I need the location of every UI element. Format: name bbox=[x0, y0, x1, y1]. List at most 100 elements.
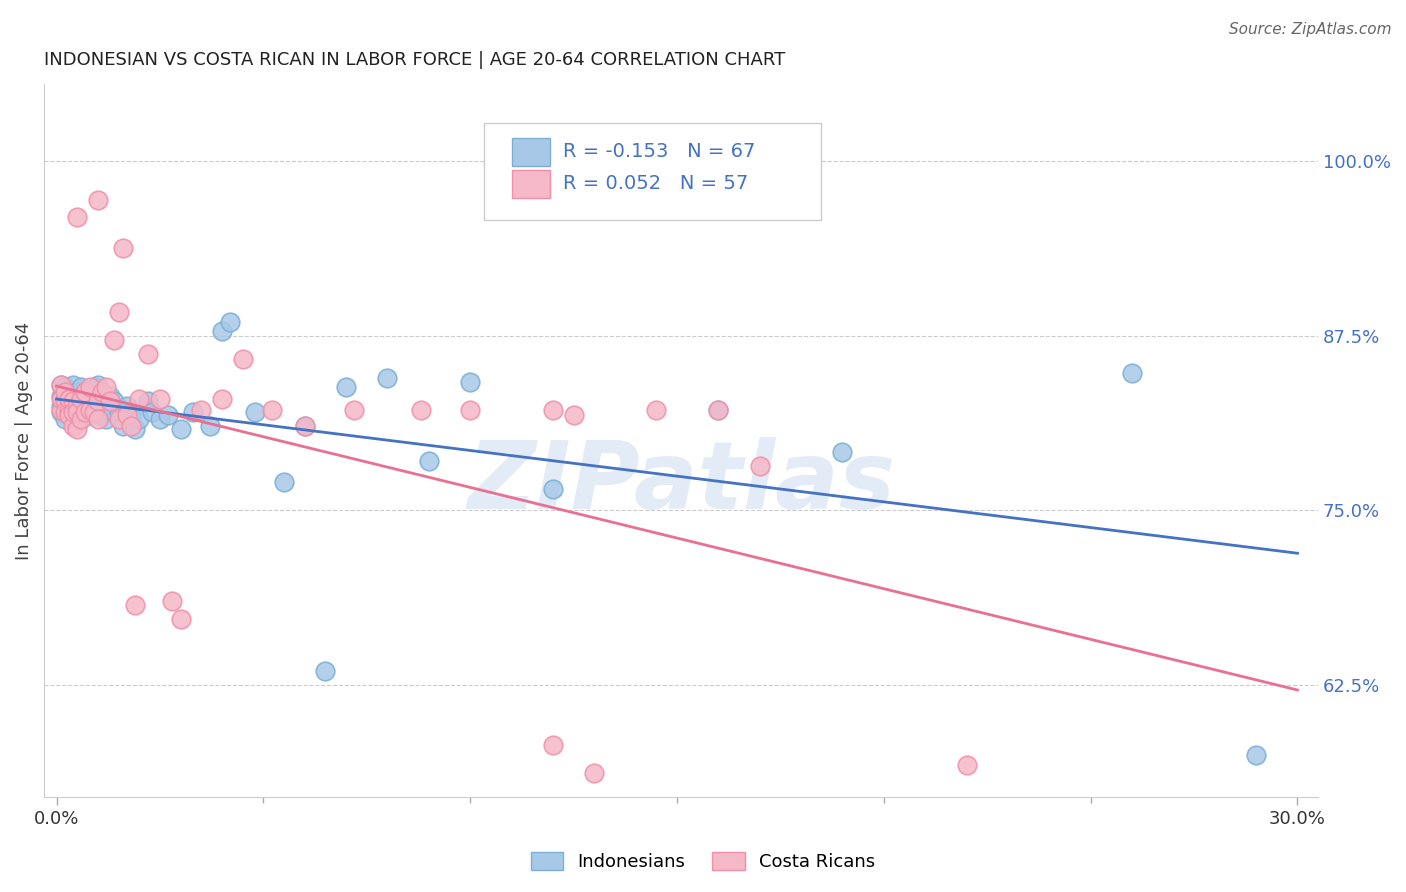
Point bbox=[70, 380, 93, 394]
Point bbox=[562, 409, 585, 423]
Point bbox=[98, 394, 121, 409]
Point bbox=[107, 405, 129, 419]
Point bbox=[58, 392, 80, 406]
Point bbox=[62, 412, 84, 426]
Point bbox=[91, 409, 114, 423]
Point bbox=[260, 402, 283, 417]
Point bbox=[66, 399, 89, 413]
Point bbox=[343, 402, 366, 417]
Point bbox=[190, 402, 212, 417]
Point bbox=[409, 402, 432, 417]
Point bbox=[128, 412, 150, 426]
Point bbox=[66, 394, 89, 409]
Point bbox=[377, 370, 399, 384]
Text: INDONESIAN VS COSTA RICAN IN LABOR FORCE | AGE 20-64 CORRELATION CHART: INDONESIAN VS COSTA RICAN IN LABOR FORCE… bbox=[44, 51, 786, 69]
FancyBboxPatch shape bbox=[512, 169, 550, 198]
Point bbox=[70, 399, 93, 413]
Point bbox=[75, 405, 97, 419]
Point bbox=[49, 377, 72, 392]
Point bbox=[955, 757, 977, 772]
Text: ZIPatlas: ZIPatlas bbox=[467, 437, 896, 529]
Point bbox=[831, 444, 853, 458]
Point bbox=[211, 392, 233, 406]
Point bbox=[136, 347, 159, 361]
Point bbox=[87, 394, 110, 409]
Point bbox=[58, 409, 80, 423]
Point bbox=[157, 409, 180, 423]
Point bbox=[115, 399, 138, 413]
Point bbox=[583, 766, 606, 780]
Point bbox=[418, 454, 440, 468]
Point bbox=[83, 402, 105, 417]
Point bbox=[66, 210, 89, 224]
Point bbox=[70, 412, 93, 426]
Point bbox=[53, 405, 76, 419]
Point bbox=[162, 594, 184, 608]
Point bbox=[75, 405, 97, 419]
Point bbox=[53, 384, 76, 399]
Point bbox=[541, 483, 564, 497]
Point bbox=[120, 409, 142, 423]
Point bbox=[91, 384, 114, 399]
Point bbox=[645, 402, 668, 417]
Point bbox=[294, 419, 316, 434]
Text: R = 0.052   N = 57: R = 0.052 N = 57 bbox=[562, 175, 748, 194]
Point bbox=[1121, 367, 1143, 381]
FancyBboxPatch shape bbox=[512, 137, 550, 166]
Point bbox=[66, 405, 89, 419]
Point bbox=[62, 419, 84, 434]
Point bbox=[111, 419, 134, 434]
Point bbox=[198, 419, 221, 434]
Point bbox=[707, 402, 730, 417]
Point bbox=[1244, 747, 1267, 762]
Point bbox=[66, 405, 89, 419]
Point bbox=[149, 412, 172, 426]
Point bbox=[70, 412, 93, 426]
Point bbox=[66, 422, 89, 436]
Point bbox=[49, 405, 72, 419]
Point bbox=[49, 392, 72, 406]
Point bbox=[149, 392, 172, 406]
Point bbox=[541, 402, 564, 417]
Point bbox=[53, 394, 76, 409]
Point bbox=[75, 384, 97, 399]
Point bbox=[243, 405, 266, 419]
Point bbox=[79, 380, 101, 394]
Point bbox=[75, 384, 97, 399]
Point bbox=[219, 315, 242, 329]
Point bbox=[53, 412, 76, 426]
Point bbox=[70, 392, 93, 406]
Text: R = -0.153   N = 67: R = -0.153 N = 67 bbox=[562, 143, 755, 161]
Point bbox=[87, 377, 110, 392]
Point bbox=[87, 193, 110, 207]
Point bbox=[62, 394, 84, 409]
Point bbox=[58, 402, 80, 417]
Point bbox=[96, 412, 118, 426]
Point bbox=[273, 475, 295, 490]
Point bbox=[83, 380, 105, 394]
Point bbox=[98, 402, 121, 417]
Point bbox=[115, 409, 138, 423]
Point bbox=[79, 402, 101, 417]
Point bbox=[62, 389, 84, 403]
Point bbox=[294, 419, 316, 434]
Point bbox=[91, 384, 114, 399]
Point bbox=[124, 422, 146, 436]
Point bbox=[458, 375, 481, 389]
Point bbox=[62, 405, 84, 419]
Point bbox=[62, 405, 84, 419]
Point bbox=[707, 402, 730, 417]
Point bbox=[314, 664, 336, 678]
Point bbox=[181, 405, 204, 419]
Point bbox=[232, 352, 254, 367]
Point bbox=[49, 389, 72, 403]
Point bbox=[53, 405, 76, 419]
Point bbox=[58, 409, 80, 423]
Point bbox=[62, 377, 84, 392]
Point bbox=[79, 409, 101, 423]
Point bbox=[49, 399, 72, 413]
Point bbox=[335, 380, 357, 394]
Point bbox=[128, 392, 150, 406]
Point bbox=[87, 405, 110, 419]
Point bbox=[79, 389, 101, 403]
